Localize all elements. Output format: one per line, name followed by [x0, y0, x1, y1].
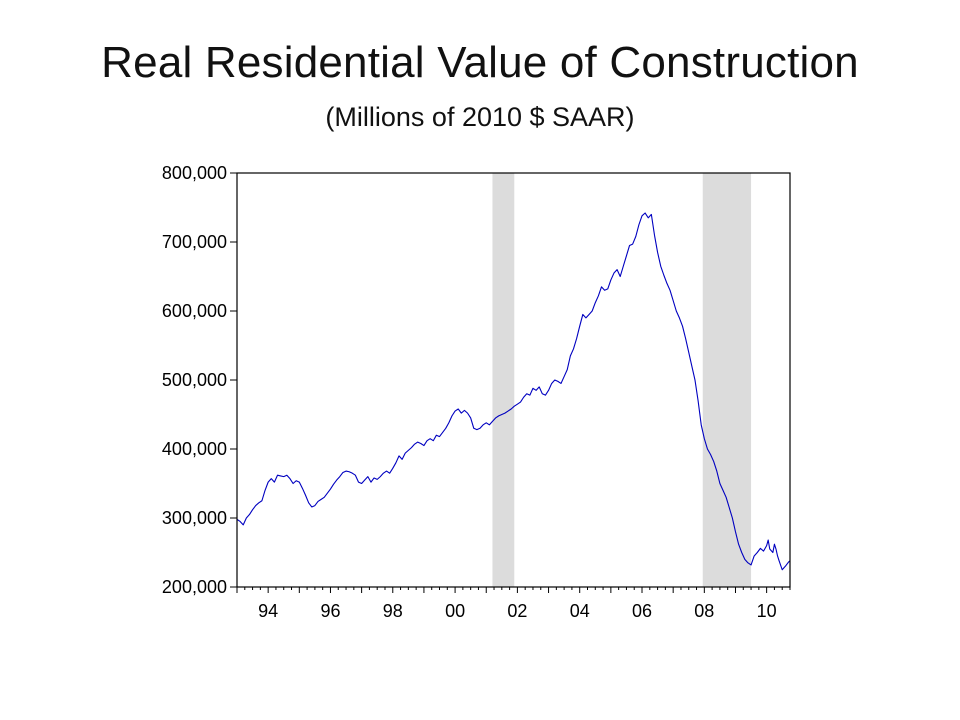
y-tick-label: 400,000	[162, 439, 227, 459]
x-tick-label: 04	[570, 601, 590, 621]
chart-subtitle: (Millions of 2010 $ SAAR)	[325, 102, 635, 132]
x-tick-label: 94	[258, 601, 278, 621]
x-tick-label: 96	[320, 601, 340, 621]
x-tick-label: 10	[757, 601, 777, 621]
y-tick-label: 600,000	[162, 301, 227, 321]
y-tick-label: 300,000	[162, 508, 227, 528]
x-tick-label: 08	[694, 601, 714, 621]
axis-ticks: 200,000 300,000 400,000 500,000 600,000 700,0…	[162, 163, 791, 621]
plot-area-frame	[236, 172, 791, 588]
x-tick-label: 06	[632, 601, 652, 621]
y-tick-label: 700,000	[162, 232, 227, 252]
series-layer	[236, 212, 791, 571]
series-line	[236, 212, 791, 571]
x-tick-label: 02	[507, 601, 527, 621]
recession-bands	[492, 173, 752, 587]
y-tick-label: 500,000	[162, 370, 227, 390]
x-tick-label: 00	[445, 601, 465, 621]
chart-title: Real Residential Value of Construction	[101, 38, 859, 87]
x-tick-label: 98	[383, 601, 403, 621]
y-tick-label: 200,000	[162, 577, 227, 597]
y-tick-label: 800,000	[162, 163, 227, 183]
recession-band	[702, 173, 752, 587]
recession-band	[492, 173, 515, 587]
